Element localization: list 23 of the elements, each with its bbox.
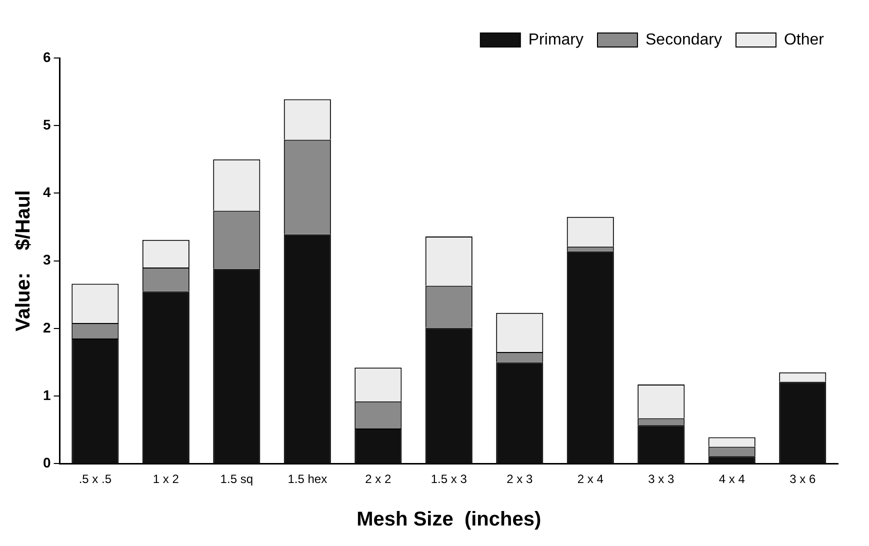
legend-label: Other <box>784 31 825 48</box>
y-tick-label: 2 <box>42 319 51 336</box>
y-axis-title: Value: $/Haul <box>12 190 35 332</box>
legend-label: Secondary <box>645 31 722 48</box>
legend-label: Primary <box>528 31 584 48</box>
x-tick-label: 1 x 2 <box>152 472 180 486</box>
y-tick-label: 4 <box>42 184 51 200</box>
x-tick-label: 4 x 4 <box>718 472 746 486</box>
x-tick-label: 2 x 4 <box>577 472 604 486</box>
x-tick-label: 3 x 6 <box>790 472 816 486</box>
y-tick-label: 3 <box>42 252 51 268</box>
y-tick-label: 1 <box>42 386 51 403</box>
x-tick-label: 2 x 2 <box>365 472 392 486</box>
y-tick-label: 5 <box>42 116 51 132</box>
y-tick-label: 6 <box>42 48 51 65</box>
y-tick-label: 0 <box>42 454 51 470</box>
x-axis-title: Mesh Size (inches) <box>356 508 542 531</box>
x-tick-label: 1.5 x 3 <box>430 472 468 486</box>
x-tick-label: 1.5 sq <box>220 472 254 486</box>
x-tick-label: 3 x 3 <box>648 472 674 486</box>
x-tick-label: 1.5 hex <box>288 472 328 486</box>
x-tick-label: .5 x .5 <box>78 472 112 486</box>
x-tick-label: 2 x 3 <box>506 472 533 486</box>
